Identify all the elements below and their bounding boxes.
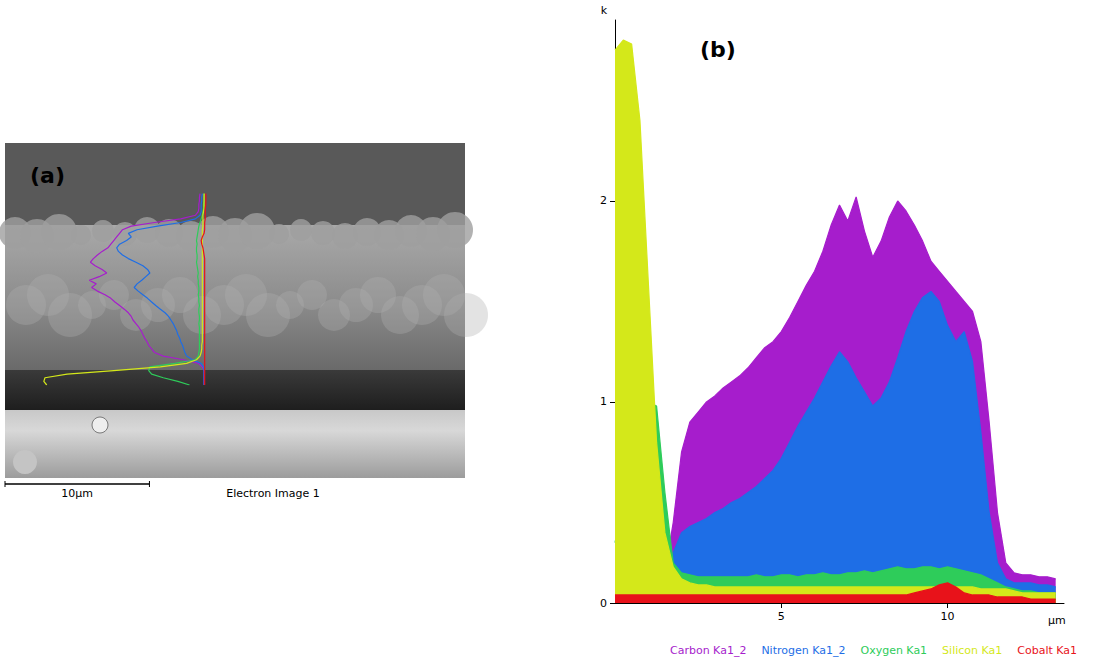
svg-text:10: 10 [941,610,955,623]
svg-text:Nitrogen Ka1_2: Nitrogen Ka1_2 [761,644,845,657]
svg-text:Cobalt Ka1: Cobalt Ka1 [1017,644,1077,657]
svg-text:0: 0 [600,597,607,610]
svg-text:1: 1 [600,395,607,408]
svg-text:µm: µm [1048,614,1066,627]
svg-text:(a): (a) [30,163,65,188]
svg-text:Electron Image 1: Electron Image 1 [226,487,320,500]
svg-text:Silicon Ka1: Silicon Ka1 [942,644,1002,657]
svg-text:Carbon Ka1_2: Carbon Ka1_2 [670,644,746,657]
svg-text:k: k [601,4,608,17]
svg-text:10µm: 10µm [61,487,93,500]
svg-text:2: 2 [600,194,607,207]
svg-text:Oxygen Ka1: Oxygen Ka1 [860,644,927,657]
svg-text:5: 5 [778,610,785,623]
svg-text:(b): (b) [700,37,736,62]
